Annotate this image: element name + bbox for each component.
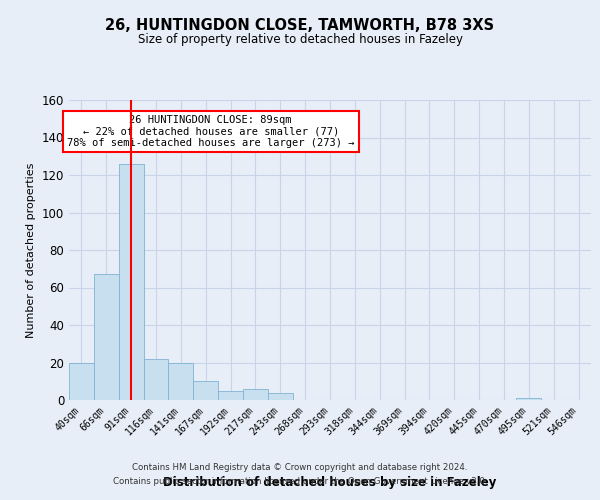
Bar <box>193 381 218 400</box>
Bar <box>169 362 193 400</box>
Bar <box>69 362 94 400</box>
Text: 26 HUNTINGDON CLOSE: 89sqm
← 22% of detached houses are smaller (77)
78% of semi: 26 HUNTINGDON CLOSE: 89sqm ← 22% of deta… <box>67 115 355 148</box>
Bar <box>94 274 119 400</box>
Text: Contains public sector information licensed under the Open Government Licence v3: Contains public sector information licen… <box>113 477 487 486</box>
Bar <box>119 164 143 400</box>
Text: Size of property relative to detached houses in Fazeley: Size of property relative to detached ho… <box>137 32 463 46</box>
Bar <box>218 390 243 400</box>
Bar <box>517 398 541 400</box>
Bar <box>143 359 169 400</box>
Y-axis label: Number of detached properties: Number of detached properties <box>26 162 36 338</box>
Text: Contains HM Land Registry data © Crown copyright and database right 2024.: Contains HM Land Registry data © Crown c… <box>132 464 468 472</box>
X-axis label: Distribution of detached houses by size in Fazeley: Distribution of detached houses by size … <box>163 476 497 488</box>
Bar <box>243 389 268 400</box>
Text: 26, HUNTINGDON CLOSE, TAMWORTH, B78 3XS: 26, HUNTINGDON CLOSE, TAMWORTH, B78 3XS <box>106 18 494 32</box>
Bar <box>268 392 293 400</box>
